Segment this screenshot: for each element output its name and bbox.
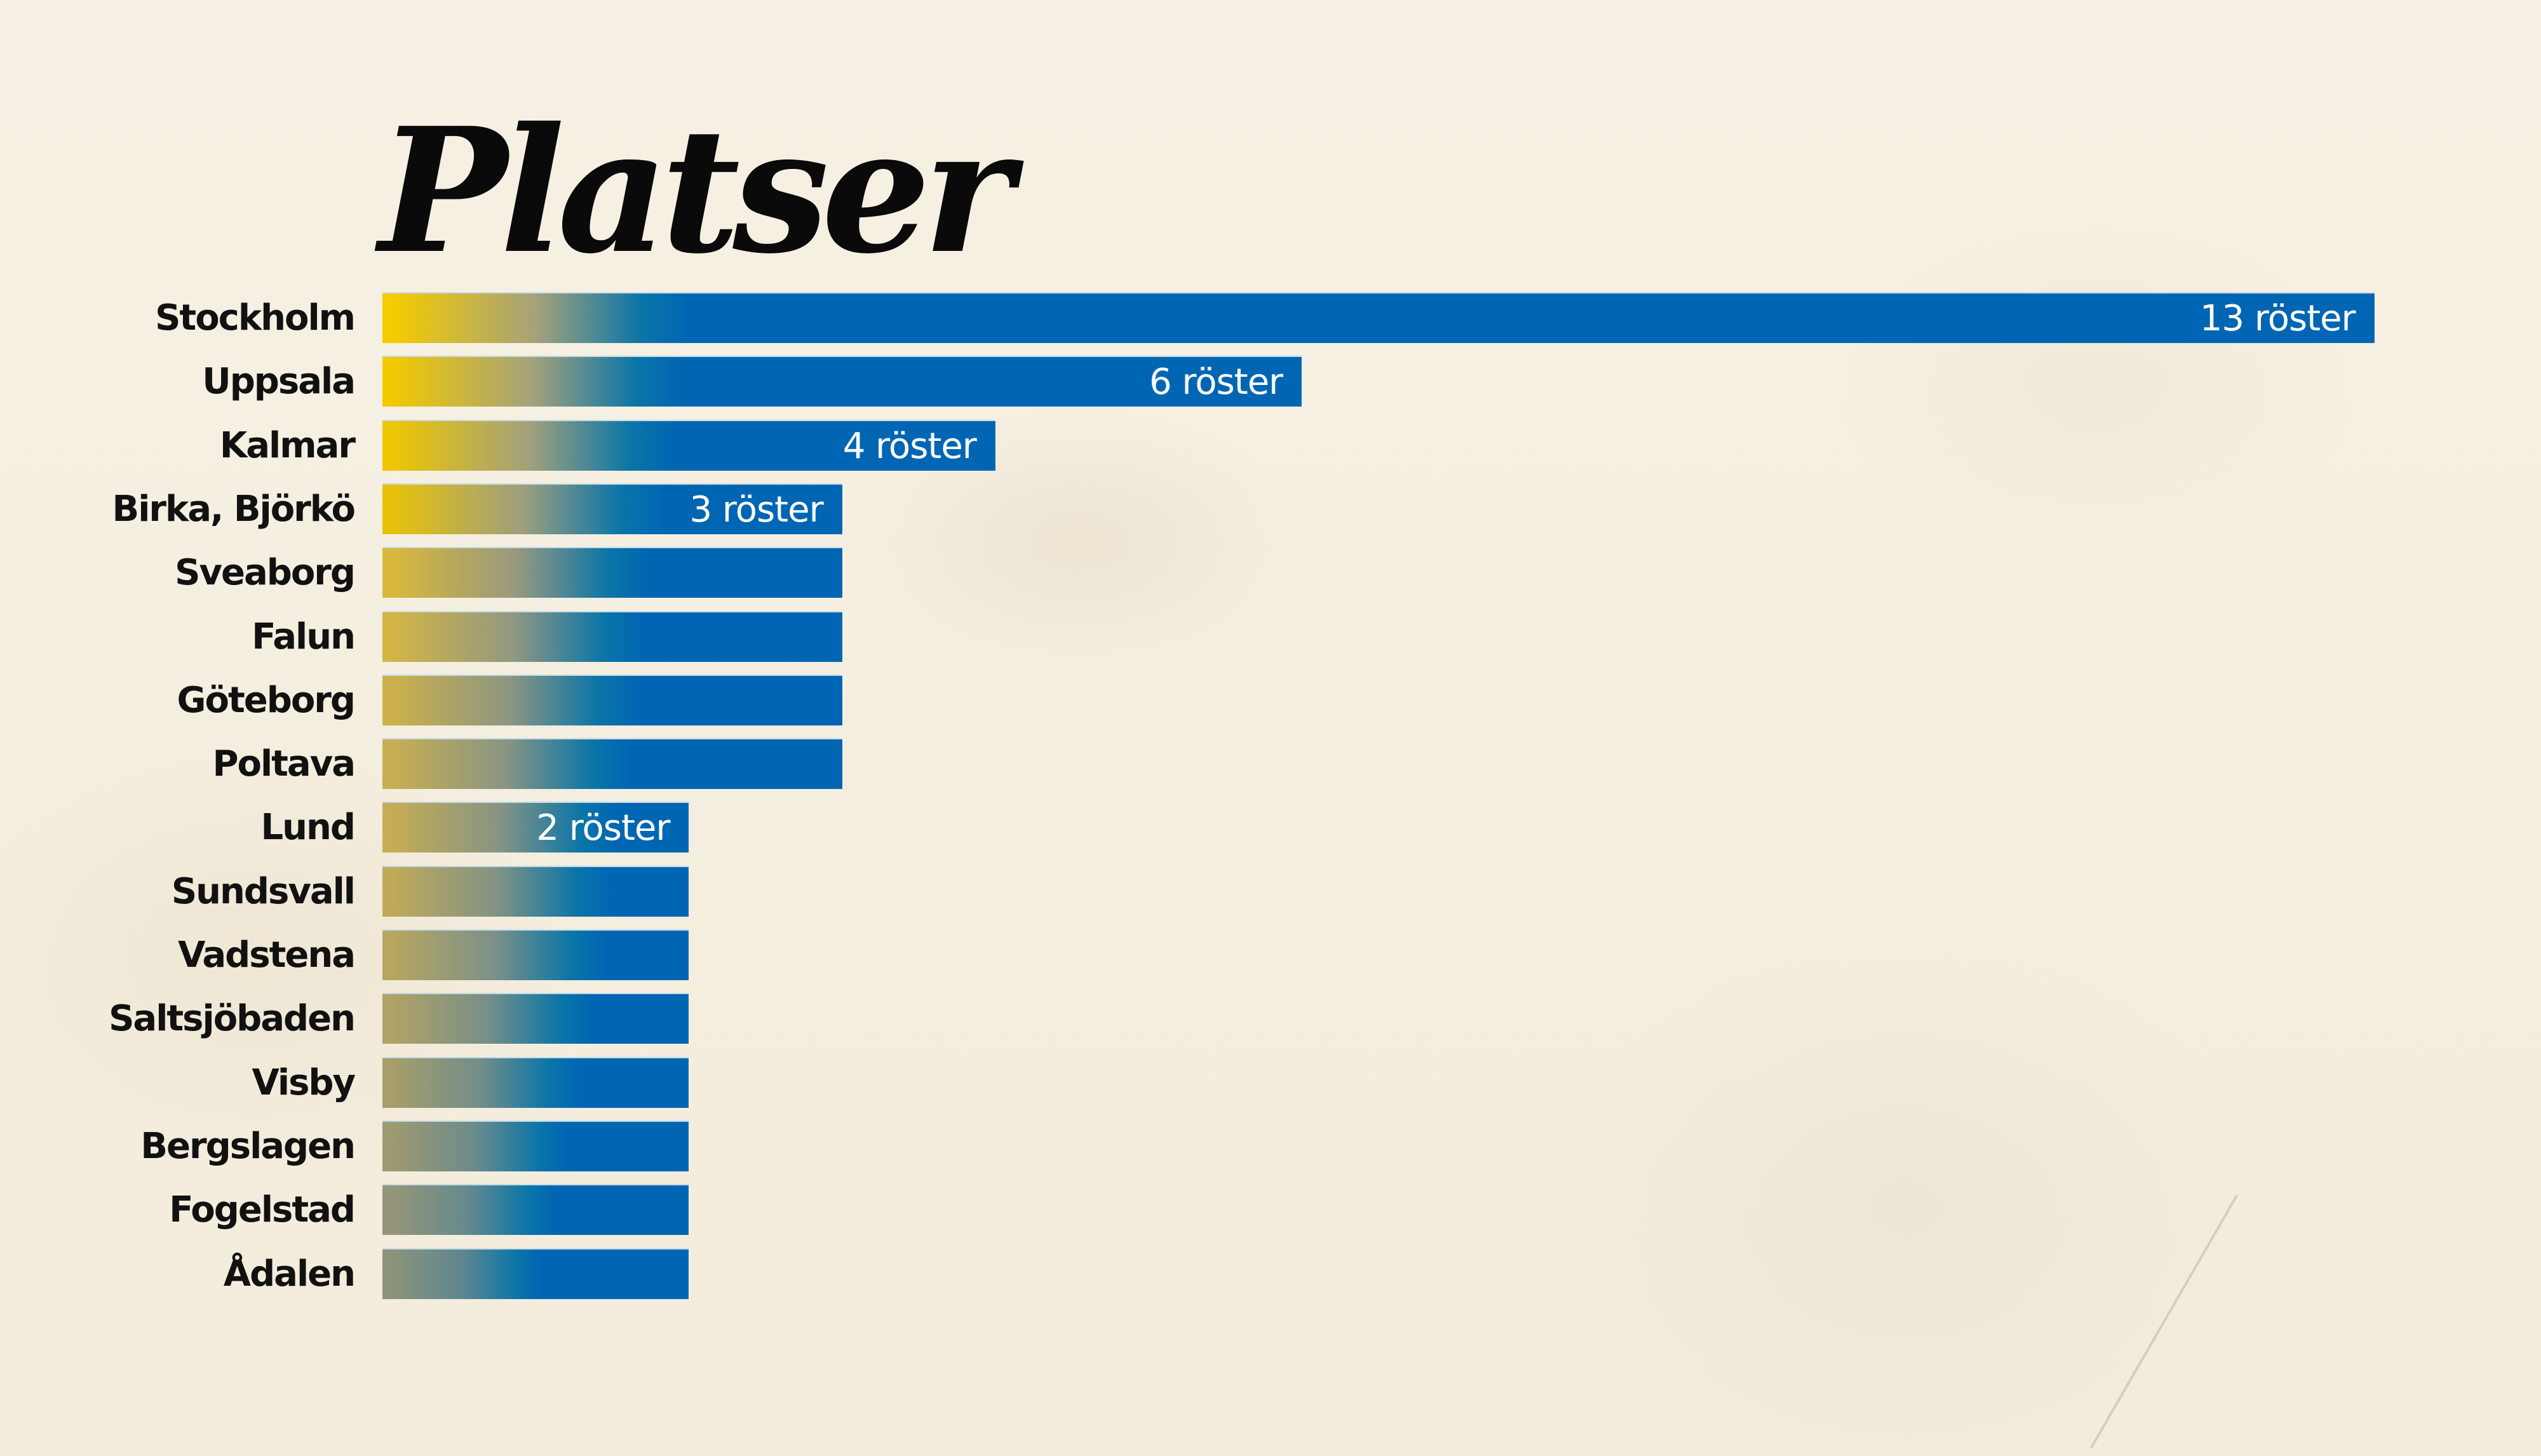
bar-row: Sveaborg xyxy=(0,548,2541,598)
bar-row: Falun xyxy=(0,612,2541,662)
category-label: Lund xyxy=(260,807,356,849)
bar-row: Göteborg xyxy=(0,675,2541,725)
bar xyxy=(382,612,842,662)
category-label: Stockholm xyxy=(155,297,356,339)
bar-row: Saltsjöbaden xyxy=(0,994,2541,1044)
value-label: 3 röster xyxy=(689,489,824,530)
bar-row: Lund 2 röster xyxy=(0,803,2541,853)
category-label: Sveaborg xyxy=(175,552,356,594)
bar xyxy=(382,548,842,598)
category-label: Kalmar xyxy=(219,424,356,466)
value-label: 4 röster xyxy=(842,425,977,467)
value-label: 13 röster xyxy=(2199,298,2356,339)
category-label: Sundsvall xyxy=(171,870,356,912)
category-label: Poltava xyxy=(212,743,356,785)
bar xyxy=(382,994,689,1044)
bar-row: Sundsvall xyxy=(0,866,2541,917)
bar-row: Stockholm 13 röster xyxy=(0,293,2541,343)
bar xyxy=(382,1121,689,1171)
bar: 6 röster xyxy=(382,357,1302,407)
category-label: Vadstena xyxy=(178,934,356,976)
bar xyxy=(382,931,689,980)
value-label: 6 röster xyxy=(1149,361,1283,403)
bar-row: Kalmar 4 röster xyxy=(0,421,2541,471)
bar-row: Bergslagen xyxy=(0,1121,2541,1171)
category-label: Bergslagen xyxy=(140,1125,356,1167)
bar-row: Ådalen xyxy=(0,1249,2541,1299)
bar-row: Fogelstad xyxy=(0,1185,2541,1236)
bar xyxy=(382,739,842,790)
bar: 3 röster xyxy=(382,484,842,534)
bar xyxy=(382,675,842,725)
bar-row: Vadstena xyxy=(0,931,2541,980)
bar-row: Visby xyxy=(0,1058,2541,1108)
category-label: Birka, Björkö xyxy=(112,488,356,530)
bar: 2 röster xyxy=(382,803,689,853)
category-label: Uppsala xyxy=(202,361,356,403)
category-label: Visby xyxy=(252,1062,356,1103)
bar xyxy=(382,1249,689,1299)
chart-title: Platser xyxy=(379,90,1013,292)
bar xyxy=(382,1058,689,1108)
category-label: Falun xyxy=(252,616,356,657)
bar: 4 röster xyxy=(382,421,995,471)
category-label: Göteborg xyxy=(177,679,356,721)
category-label: Ådalen xyxy=(223,1253,356,1295)
category-label: Fogelstad xyxy=(169,1189,356,1231)
bar xyxy=(382,1185,689,1236)
bar-row: Uppsala 6 röster xyxy=(0,357,2541,407)
bar xyxy=(382,866,689,917)
bar-row: Poltava xyxy=(0,739,2541,790)
category-label: Saltsjöbaden xyxy=(109,998,356,1040)
bar: 13 röster xyxy=(382,293,2375,343)
value-label: 2 röster xyxy=(536,807,670,849)
bar-row: Birka, Björkö 3 röster xyxy=(0,484,2541,534)
